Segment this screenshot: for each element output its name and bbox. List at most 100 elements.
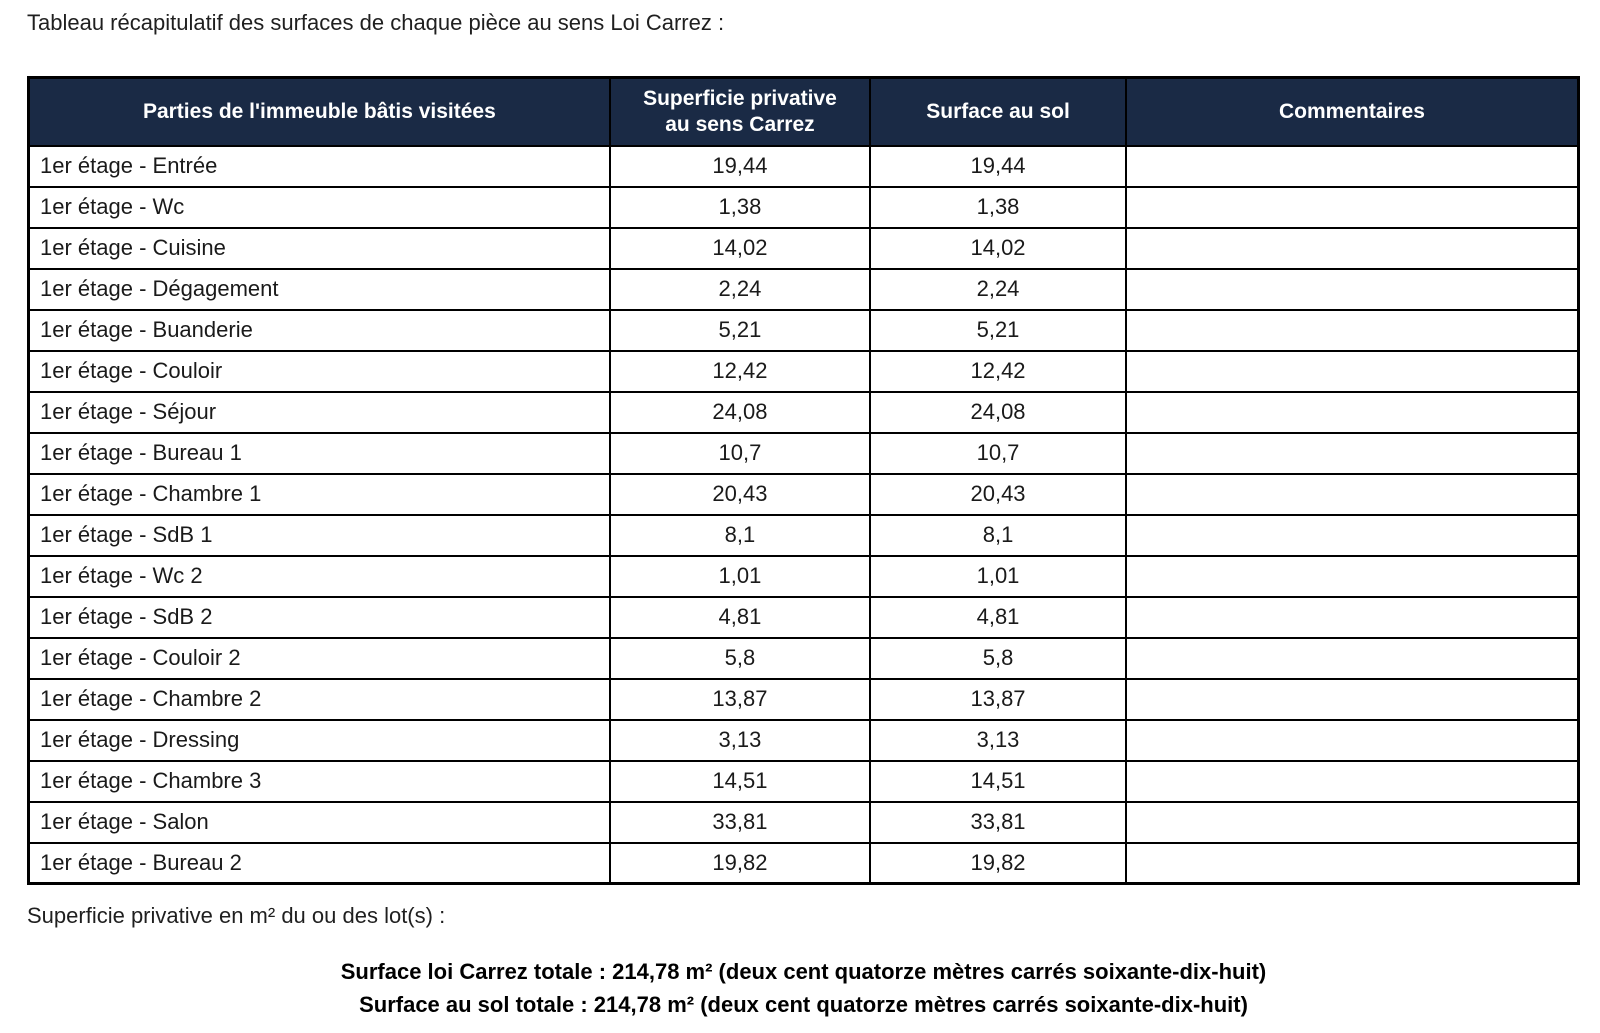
sol-value-cell: 1,01 bbox=[869, 554, 1127, 598]
carrez-value-cell: 1,38 bbox=[608, 185, 872, 229]
column-header-0: Parties de l'immeuble bâtis visitées bbox=[27, 76, 611, 147]
comment-cell bbox=[1124, 554, 1580, 598]
table-row: 1er étage - Séjour 24,08 24,08 bbox=[27, 390, 1580, 434]
sol-value-cell: 5,8 bbox=[869, 636, 1127, 680]
room-cell: 1er étage - Chambre 2 bbox=[27, 677, 611, 721]
carrez-value-cell: 5,8 bbox=[608, 636, 872, 680]
carrez-value-cell: 24,08 bbox=[608, 390, 872, 434]
sol-value-cell: 19,82 bbox=[869, 841, 1127, 885]
carrez-value-cell: 3,13 bbox=[608, 718, 872, 762]
sol-value-cell: 14,51 bbox=[869, 759, 1127, 803]
sol-value-cell: 2,24 bbox=[869, 267, 1127, 311]
carrez-value-cell: 14,51 bbox=[608, 759, 872, 803]
room-cell: 1er étage - SdB 1 bbox=[27, 513, 611, 557]
table-row: 1er étage - Buanderie 5,21 5,21 bbox=[27, 308, 1580, 352]
room-cell: 1er étage - Bureau 1 bbox=[27, 431, 611, 475]
sol-value-cell: 33,81 bbox=[869, 800, 1127, 844]
sol-value-cell: 13,87 bbox=[869, 677, 1127, 721]
room-cell: 1er étage - Buanderie bbox=[27, 308, 611, 352]
room-cell: 1er étage - Wc bbox=[27, 185, 611, 229]
carrez-value-cell: 2,24 bbox=[608, 267, 872, 311]
carrez-value-cell: 12,42 bbox=[608, 349, 872, 393]
sol-value-cell: 1,38 bbox=[869, 185, 1127, 229]
table-row: 1er étage - Dégagement 2,24 2,24 bbox=[27, 267, 1580, 311]
room-cell: 1er étage - Couloir 2 bbox=[27, 636, 611, 680]
table-row: 1er étage - Chambre 2 13,87 13,87 bbox=[27, 677, 1580, 721]
room-cell: 1er étage - Bureau 2 bbox=[27, 841, 611, 885]
table-row: 1er étage - Chambre 1 20,43 20,43 bbox=[27, 472, 1580, 516]
table-body: 1er étage - Entrée 19,44 19,44 1er étage - … bbox=[27, 144, 1580, 885]
carrez-value-cell: 5,21 bbox=[608, 308, 872, 352]
carrez-value-cell: 10,7 bbox=[608, 431, 872, 475]
table-row: 1er étage - Couloir 2 5,8 5,8 bbox=[27, 636, 1580, 680]
table-row: 1er étage - Salon 33,81 33,81 bbox=[27, 800, 1580, 844]
table-row: 1er étage - Wc 2 1,01 1,01 bbox=[27, 554, 1580, 598]
sol-value-cell: 14,02 bbox=[869, 226, 1127, 270]
comment-cell bbox=[1124, 595, 1580, 639]
room-cell: 1er étage - Cuisine bbox=[27, 226, 611, 270]
table-row: 1er étage - SdB 1 8,1 8,1 bbox=[27, 513, 1580, 557]
table-header-row: Parties de l'immeuble bâtis visitées Supe… bbox=[27, 76, 1580, 147]
comment-cell bbox=[1124, 759, 1580, 803]
carrez-value-cell: 20,43 bbox=[608, 472, 872, 516]
table-row: 1er étage - Bureau 2 19,82 19,82 bbox=[27, 841, 1580, 885]
sol-value-cell: 24,08 bbox=[869, 390, 1127, 434]
comment-cell bbox=[1124, 185, 1580, 229]
carrez-value-cell: 14,02 bbox=[608, 226, 872, 270]
table-row: 1er étage - Bureau 1 10,7 10,7 bbox=[27, 431, 1580, 475]
table-row: 1er étage - Couloir 12,42 12,42 bbox=[27, 349, 1580, 393]
room-cell: 1er étage - Salon bbox=[27, 800, 611, 844]
sol-value-cell: 19,44 bbox=[869, 144, 1127, 188]
sol-value-cell: 3,13 bbox=[869, 718, 1127, 762]
surfaces-table: Parties de l'immeuble bâtis visitées Supe… bbox=[27, 76, 1580, 885]
comment-cell bbox=[1124, 226, 1580, 270]
comment-cell bbox=[1124, 144, 1580, 188]
sol-value-cell: 4,81 bbox=[869, 595, 1127, 639]
room-cell: 1er étage - SdB 2 bbox=[27, 595, 611, 639]
comment-cell bbox=[1124, 513, 1580, 557]
carrez-value-cell: 8,1 bbox=[608, 513, 872, 557]
room-cell: 1er étage - Couloir bbox=[27, 349, 611, 393]
room-cell: 1er étage - Chambre 3 bbox=[27, 759, 611, 803]
sol-value-cell: 8,1 bbox=[869, 513, 1127, 557]
sol-value-cell: 5,21 bbox=[869, 308, 1127, 352]
comment-cell bbox=[1124, 636, 1580, 680]
room-cell: 1er étage - Chambre 1 bbox=[27, 472, 611, 516]
sol-value-cell: 10,7 bbox=[869, 431, 1127, 475]
carrez-value-cell: 1,01 bbox=[608, 554, 872, 598]
totals-block: Surface loi Carrez totale : 214,78 m² (d… bbox=[27, 955, 1580, 1021]
comment-cell bbox=[1124, 349, 1580, 393]
column-header-2: Surface au sol bbox=[869, 76, 1127, 147]
comment-cell bbox=[1124, 800, 1580, 844]
superficie-privative-label: Superficie privative en m² du ou des lot… bbox=[27, 903, 446, 928]
comment-cell bbox=[1124, 677, 1580, 721]
table-row: 1er étage - Wc 1,38 1,38 bbox=[27, 185, 1580, 229]
room-cell: 1er étage - Wc 2 bbox=[27, 554, 611, 598]
column-header-1: Superficie privative au sens Carrez bbox=[608, 76, 872, 147]
sol-value-cell: 12,42 bbox=[869, 349, 1127, 393]
table-row: 1er étage - Entrée 19,44 19,44 bbox=[27, 144, 1580, 188]
table-row: 1er étage - Cuisine 14,02 14,02 bbox=[27, 226, 1580, 270]
total-carrez-line: Surface loi Carrez totale : 214,78 m² (d… bbox=[340, 959, 1267, 984]
carrez-value-cell: 19,82 bbox=[608, 841, 872, 885]
comment-cell bbox=[1124, 431, 1580, 475]
comment-cell bbox=[1124, 390, 1580, 434]
table-row: 1er étage - SdB 2 4,81 4,81 bbox=[27, 595, 1580, 639]
room-cell: 1er étage - Dressing bbox=[27, 718, 611, 762]
room-cell: 1er étage - Séjour bbox=[27, 390, 611, 434]
carrez-value-cell: 13,87 bbox=[608, 677, 872, 721]
comment-cell bbox=[1124, 718, 1580, 762]
room-cell: 1er étage - Entrée bbox=[27, 144, 611, 188]
comment-cell bbox=[1124, 472, 1580, 516]
room-cell: 1er étage - Dégagement bbox=[27, 267, 611, 311]
comment-cell bbox=[1124, 841, 1580, 885]
sol-value-cell: 20,43 bbox=[869, 472, 1127, 516]
comment-cell bbox=[1124, 267, 1580, 311]
comment-cell bbox=[1124, 308, 1580, 352]
table-row: 1er étage - Chambre 3 14,51 14,51 bbox=[27, 759, 1580, 803]
carrez-value-cell: 33,81 bbox=[608, 800, 872, 844]
table-header: Parties de l'immeuble bâtis visitées Supe… bbox=[27, 76, 1580, 147]
table-row: 1er étage - Dressing 3,13 3,13 bbox=[27, 718, 1580, 762]
column-header-3: Commentaires bbox=[1124, 76, 1580, 147]
